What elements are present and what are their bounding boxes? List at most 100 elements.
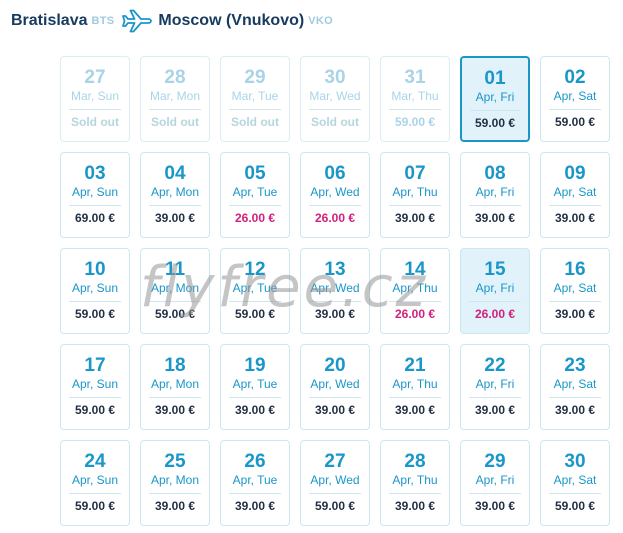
date-number: 03 — [84, 163, 106, 184]
date-cell[interactable]: 18 Apr, Mon 39.00 € — [140, 344, 210, 430]
price-label: 59.00 € — [74, 499, 116, 513]
date-cell[interactable]: 31 Mar, Thu 59.00 € — [380, 56, 450, 142]
cell-divider — [309, 205, 361, 206]
date-cell[interactable]: 21 Apr, Thu 39.00 € — [380, 344, 450, 430]
date-cell[interactable]: 04 Apr, Mon 39.00 € — [140, 152, 210, 238]
cell-divider — [69, 109, 121, 110]
price-label: 39.00 € — [234, 499, 276, 513]
cell-divider — [309, 493, 361, 494]
price-label: 59.00 € — [154, 307, 196, 321]
date-label: Apr, Fri — [475, 185, 515, 199]
price-label: 59.00 € — [314, 499, 356, 513]
price-label: 39.00 € — [314, 307, 356, 321]
calendar-grid: 27 Mar, Sun Sold out 28 Mar, Mon Sold out 29 Ma… — [60, 56, 610, 526]
date-label: Apr, Sun — [71, 473, 119, 487]
date-number: 20 — [324, 355, 346, 376]
date-number: 18 — [164, 355, 186, 376]
date-cell[interactable]: 17 Apr, Sun 59.00 € — [60, 344, 130, 430]
date-number: 28 — [404, 451, 426, 472]
date-number: 09 — [564, 163, 586, 184]
price-label: 39.00 € — [394, 211, 436, 225]
date-number: 01 — [484, 68, 506, 89]
price-label: 59.00 € — [74, 307, 116, 321]
date-cell[interactable]: 03 Apr, Sun 69.00 € — [60, 152, 130, 238]
date-label: Apr, Mon — [150, 377, 200, 391]
date-label: Apr, Thu — [392, 185, 438, 199]
date-number: 10 — [84, 259, 106, 280]
cell-divider — [149, 301, 201, 302]
cell-divider — [229, 301, 281, 302]
date-cell[interactable]: 09 Apr, Sat 39.00 € — [540, 152, 610, 238]
date-cell[interactable]: 26 Apr, Tue 39.00 € — [220, 440, 290, 526]
date-cell[interactable]: 02 Apr, Sat 59.00 € — [540, 56, 610, 142]
date-cell[interactable]: 14 Apr, Thu 26.00 € — [380, 248, 450, 334]
date-cell[interactable]: 25 Apr, Mon 39.00 € — [140, 440, 210, 526]
date-cell[interactable]: 01 Apr, Fri 59.00 € — [460, 56, 530, 142]
cell-divider — [389, 109, 441, 110]
date-label: Apr, Sat — [553, 281, 597, 295]
date-number: 30 — [324, 67, 346, 88]
date-number: 31 — [404, 67, 426, 88]
origin-city: Bratislava — [11, 12, 88, 29]
cell-divider — [229, 205, 281, 206]
date-number: 06 — [324, 163, 346, 184]
date-cell[interactable]: 28 Mar, Mon Sold out — [140, 56, 210, 142]
date-number: 11 — [164, 259, 186, 280]
date-cell[interactable]: 05 Apr, Tue 26.00 € — [220, 152, 290, 238]
date-cell[interactable]: 13 Apr, Wed 39.00 € — [300, 248, 370, 334]
date-cell[interactable]: 15 Apr, Fri 26.00 € — [460, 248, 530, 334]
date-label: Apr, Sat — [553, 185, 597, 199]
date-label: Apr, Wed — [310, 473, 360, 487]
cell-divider — [469, 205, 521, 206]
date-label: Apr, Wed — [310, 281, 360, 295]
date-cell[interactable]: 24 Apr, Sun 59.00 € — [60, 440, 130, 526]
date-cell[interactable]: 20 Apr, Wed 39.00 € — [300, 344, 370, 430]
date-cell[interactable]: 08 Apr, Fri 39.00 € — [460, 152, 530, 238]
date-cell[interactable]: 19 Apr, Tue 39.00 € — [220, 344, 290, 430]
date-label: Apr, Sun — [71, 185, 119, 199]
date-number: 05 — [244, 163, 266, 184]
date-cell[interactable]: 10 Apr, Sun 59.00 € — [60, 248, 130, 334]
cell-divider — [149, 205, 201, 206]
date-cell[interactable]: 28 Apr, Thu 39.00 € — [380, 440, 450, 526]
date-label: Apr, Sun — [71, 281, 119, 295]
date-cell[interactable]: 30 Mar, Wed Sold out — [300, 56, 370, 142]
date-label: Apr, Mon — [150, 281, 200, 295]
date-number: 04 — [164, 163, 186, 184]
date-label: Apr, Tue — [232, 185, 278, 199]
cell-divider — [549, 301, 601, 302]
cell-divider — [309, 301, 361, 302]
price-label: 39.00 € — [394, 499, 436, 513]
date-number: 23 — [564, 355, 586, 376]
cell-divider — [69, 205, 121, 206]
date-cell[interactable]: 29 Apr, Fri 39.00 € — [460, 440, 530, 526]
date-cell[interactable]: 12 Apr, Tue 59.00 € — [220, 248, 290, 334]
date-cell[interactable]: 30 Apr, Sat 59.00 € — [540, 440, 610, 526]
price-label: Sold out — [231, 115, 279, 129]
date-number: 30 — [564, 451, 586, 472]
price-label: Sold out — [311, 115, 359, 129]
date-cell[interactable]: 07 Apr, Thu 39.00 € — [380, 152, 450, 238]
price-label: Sold out — [71, 115, 119, 129]
date-number: 17 — [84, 355, 106, 376]
date-label: Apr, Fri — [475, 281, 515, 295]
cell-divider — [549, 397, 601, 398]
date-cell[interactable]: 06 Apr, Wed 26.00 € — [300, 152, 370, 238]
cell-divider — [389, 493, 441, 494]
date-cell[interactable]: 22 Apr, Fri 39.00 € — [460, 344, 530, 430]
date-cell[interactable]: 11 Apr, Mon 59.00 € — [140, 248, 210, 334]
date-cell[interactable]: 27 Apr, Wed 59.00 € — [300, 440, 370, 526]
date-number: 28 — [164, 67, 186, 88]
date-label: Apr, Mon — [150, 473, 200, 487]
date-label: Apr, Fri — [475, 90, 515, 104]
date-cell[interactable]: 16 Apr, Sat 39.00 € — [540, 248, 610, 334]
date-label: Apr, Tue — [232, 473, 278, 487]
price-label: 59.00 € — [474, 116, 516, 130]
date-number: 24 — [84, 451, 106, 472]
cell-divider — [469, 493, 521, 494]
cell-divider — [229, 109, 281, 110]
date-cell[interactable]: 29 Mar, Tue Sold out — [220, 56, 290, 142]
date-label: Apr, Sat — [553, 377, 597, 391]
date-cell[interactable]: 23 Apr, Sat 39.00 € — [540, 344, 610, 430]
date-cell[interactable]: 27 Mar, Sun Sold out — [60, 56, 130, 142]
